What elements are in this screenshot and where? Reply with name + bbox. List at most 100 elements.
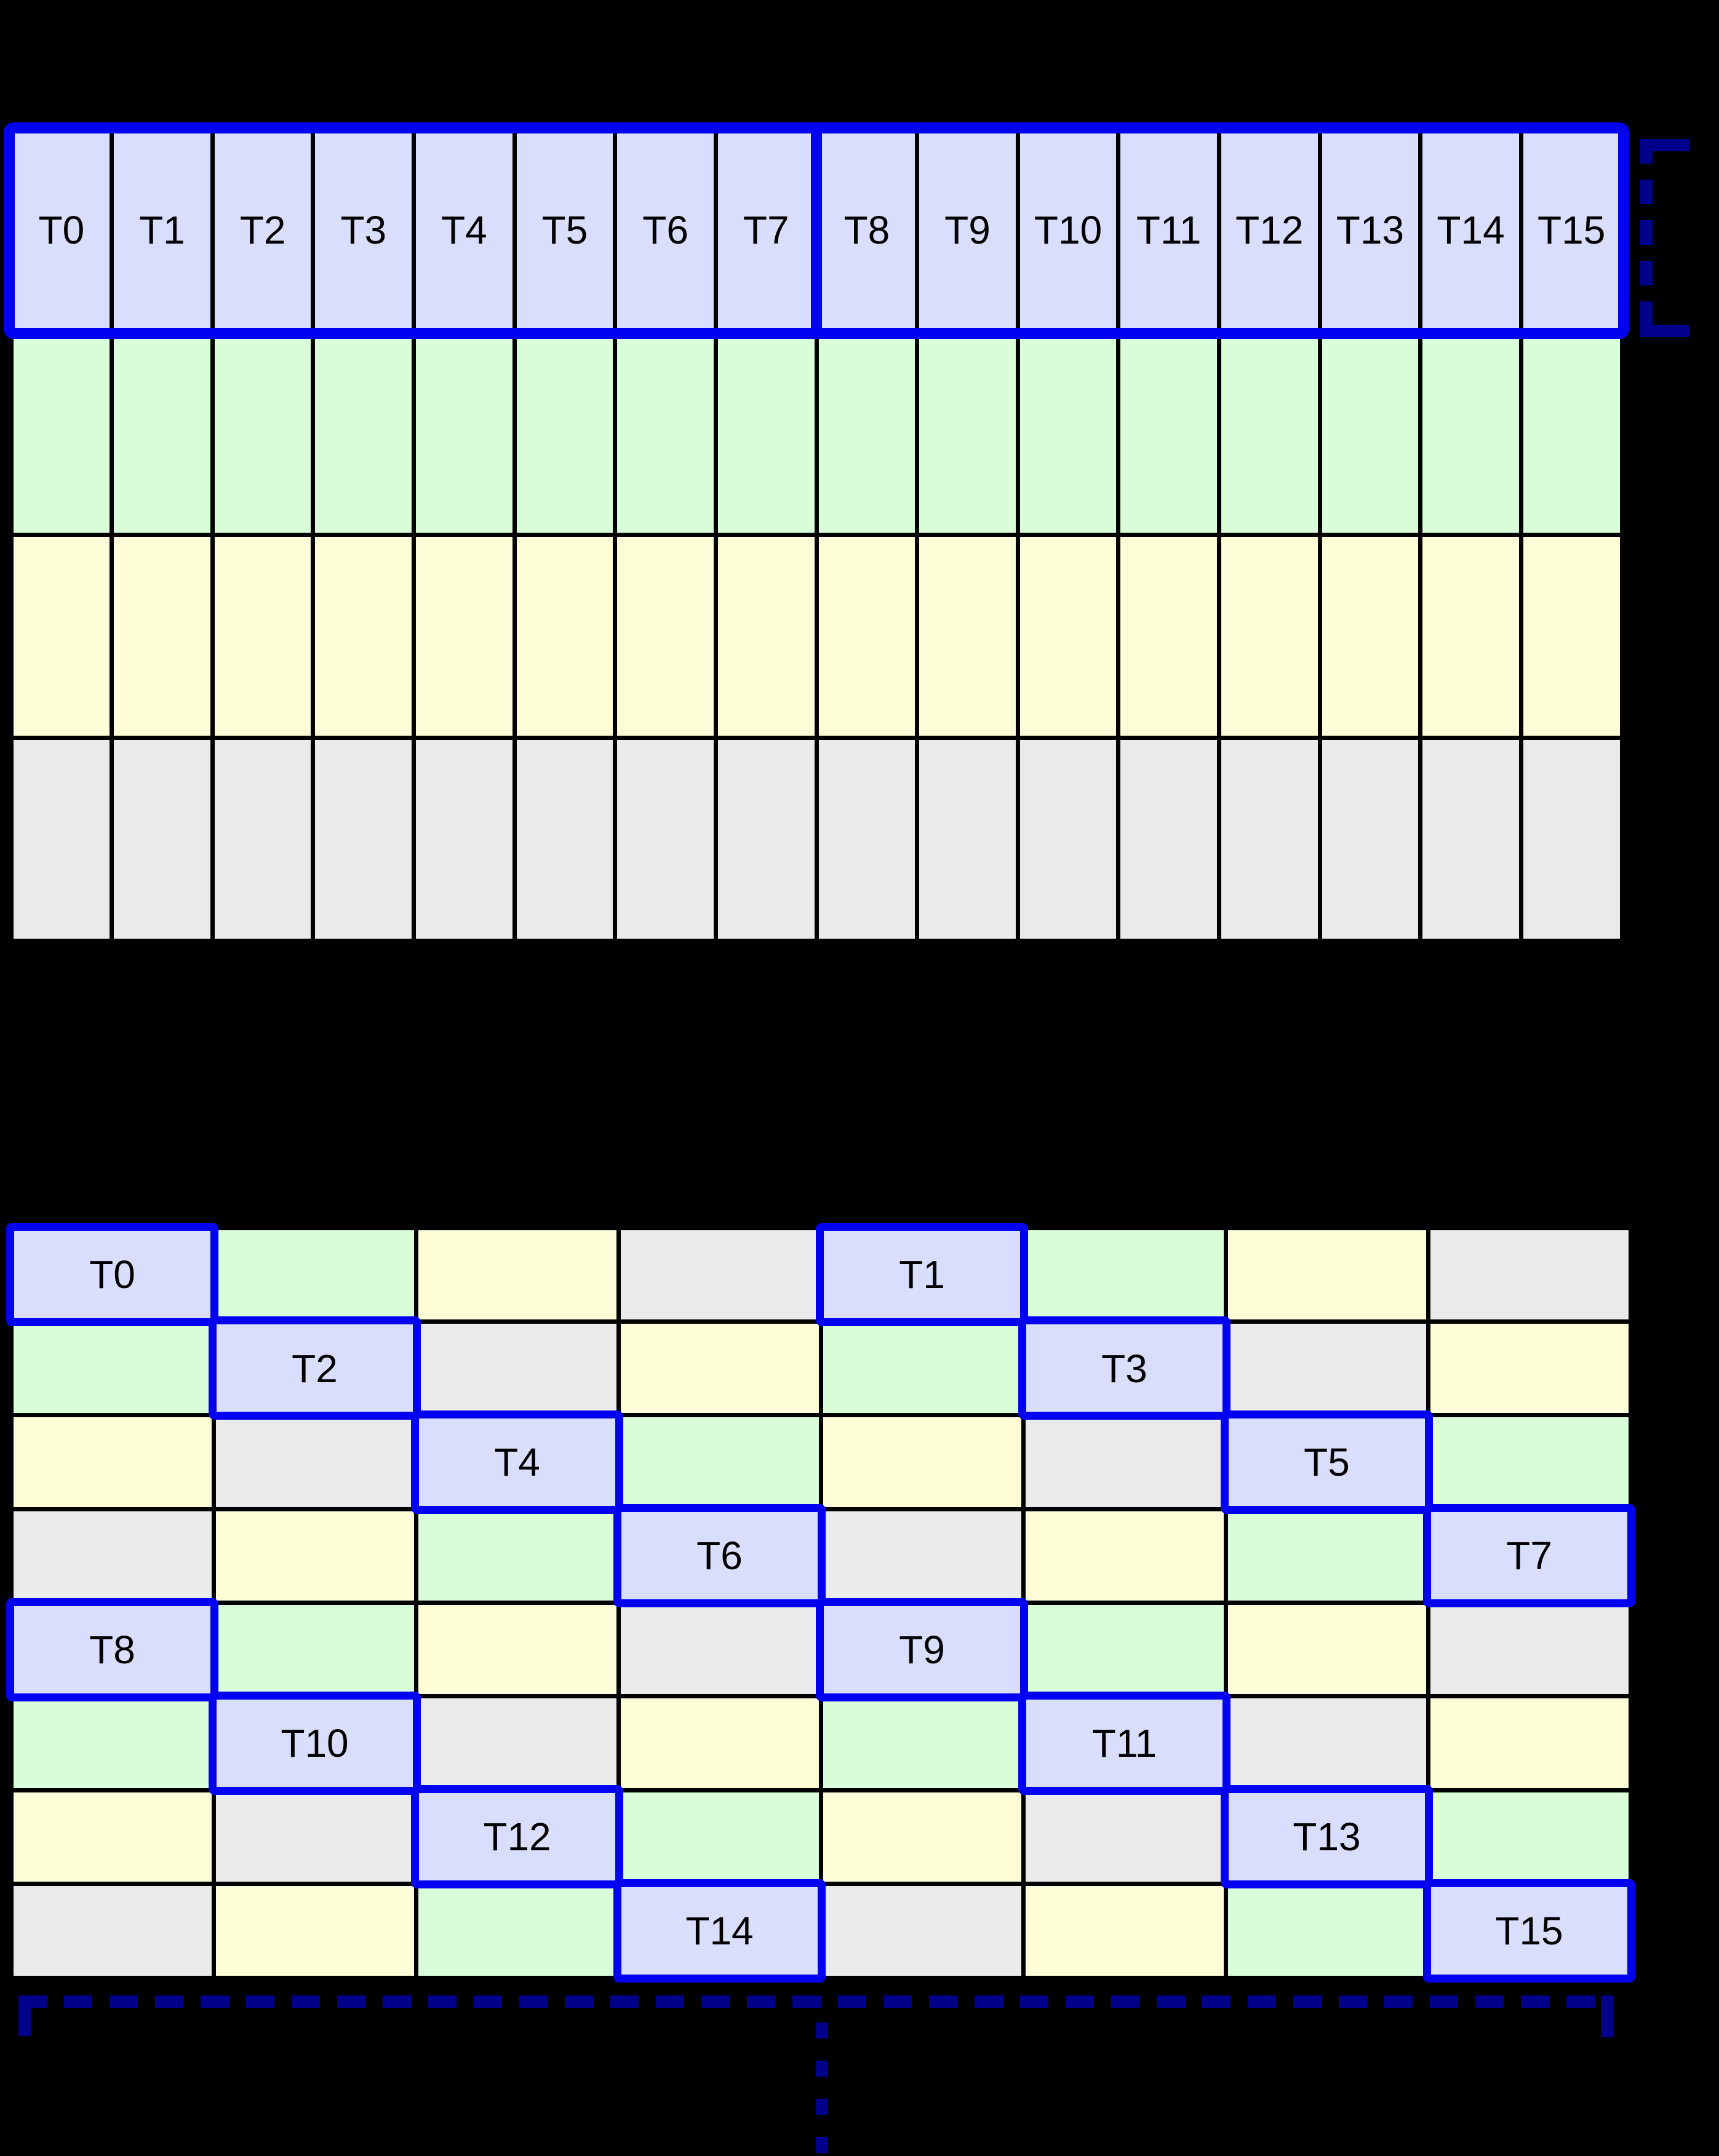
strided-grid-thread-cell: T7	[1430, 1511, 1629, 1601]
coalesced-grid-cell	[1422, 739, 1519, 939]
coalesced-grid-cell	[717, 739, 815, 939]
thread-label: T2	[239, 208, 286, 252]
strided-grid-cell	[1430, 1698, 1629, 1788]
strided-grid-cell	[418, 1511, 616, 1601]
strided-grid-cell	[13, 1417, 212, 1507]
coalesced-grid-cell	[818, 536, 915, 736]
strided-grid-cell	[620, 1230, 819, 1319]
thread-label: T7	[1506, 1533, 1552, 1578]
strided-grid-cell	[1430, 1605, 1629, 1695]
coalesced-grid-cell	[617, 739, 714, 939]
strided-grid-cell	[418, 1230, 616, 1319]
strided-grid-cell	[620, 1698, 819, 1788]
thread-access-highlight-border	[1423, 1879, 1635, 1983]
strided-grid-cell	[823, 1698, 1021, 1788]
thread-access-highlight-border	[816, 1597, 1028, 1701]
coalesced-grid-cell	[516, 333, 613, 533]
coalesced-grid-thread-cell: T2	[214, 130, 311, 330]
strided-grid-cell	[418, 1323, 616, 1414]
strided-grid-thread-cell: T2	[215, 1323, 414, 1414]
thread-access-highlight-border	[1221, 1410, 1433, 1514]
strided-grid-cell	[1430, 1417, 1629, 1507]
strided-grid-cell	[823, 1511, 1021, 1601]
strided-grid-cell	[13, 1698, 212, 1788]
half-warp-divider	[811, 122, 822, 339]
coalesced-grid-cell	[1019, 536, 1117, 736]
coalesced-grid-cell	[1523, 739, 1620, 939]
coalesced-grid-cell	[416, 739, 513, 939]
coalesced-grid-cell	[818, 739, 915, 939]
strided-grid-cell	[620, 1605, 819, 1695]
strided-grid-thread-cell: T5	[1227, 1417, 1426, 1507]
strided-grid-cell	[215, 1230, 414, 1319]
coalesced-grid-cell	[1322, 333, 1419, 533]
strided-grid-thread-cell: T4	[418, 1417, 616, 1507]
coalesced-grid-thread-cell: T5	[516, 130, 613, 330]
thread-label: T11	[1091, 1721, 1157, 1766]
strided-grid-cell	[620, 1323, 819, 1414]
thread-label: T9	[899, 1627, 945, 1672]
coalesced-grid-cell	[1422, 536, 1519, 736]
strided-grid-thread-cell: T14	[620, 1886, 819, 1976]
strided-grid-cell	[1025, 1417, 1224, 1507]
coalesced-grid-cell	[1221, 333, 1318, 533]
coalesced-grid-cell	[1422, 333, 1519, 533]
thread-access-highlight-border	[209, 1691, 421, 1795]
strided-grid-cell	[620, 1417, 819, 1507]
coalesced-grid-thread-cell: T6	[617, 130, 714, 330]
coalesced-grid-cell	[1120, 536, 1217, 736]
thread-access-highlight-border	[1018, 1691, 1230, 1795]
coalesced-grid-thread-cell: T0	[13, 130, 110, 330]
coalesced-grid-cell	[1523, 333, 1620, 533]
thread-label: T4	[441, 208, 487, 252]
coalesced-grid-cell	[214, 333, 311, 533]
coalesced-grid-cell	[13, 536, 110, 736]
coalesced-grid-thread-cell: T10	[1019, 130, 1117, 330]
thread-access-highlight-border	[613, 1504, 826, 1608]
strided-grid-cell	[1227, 1323, 1426, 1414]
strided-grid-cell	[1025, 1511, 1224, 1601]
coalesced-grid-thread-cell: T13	[1322, 130, 1419, 330]
strided-grid-cell	[1430, 1230, 1629, 1319]
thread-label: T8	[89, 1627, 135, 1672]
thread-label: T2	[292, 1346, 338, 1391]
coalesced-grid-cell	[919, 536, 1016, 736]
coalesced-grid-cell	[315, 536, 412, 736]
strided-grid-cell	[13, 1511, 212, 1601]
thread-label: T15	[1495, 1908, 1563, 1953]
coalesced-grid-cell	[1221, 739, 1318, 939]
strided-grid-cell	[823, 1792, 1021, 1882]
thread-label: T9	[944, 208, 991, 252]
strided-grid-cell	[1227, 1230, 1426, 1319]
strided-grid-thread-cell: T12	[418, 1792, 616, 1882]
thread-label: T0	[89, 1252, 135, 1297]
strided-grid-cell	[13, 1886, 212, 1976]
strided-grid-thread-cell: T11	[1025, 1698, 1224, 1788]
coalesced-grid-thread-cell: T1	[114, 130, 210, 330]
coalesced-grid-cell	[1322, 739, 1419, 939]
strided-grid-cell	[13, 1792, 212, 1882]
thread-access-highlight-border	[209, 1316, 421, 1420]
coalesced-grid-thread-cell: T11	[1120, 130, 1217, 330]
thread-access-highlight-border	[613, 1879, 826, 1983]
coalesced-grid-cell	[1120, 739, 1217, 939]
thread-access-highlight-border	[6, 1597, 218, 1701]
thread-label: T5	[1304, 1439, 1350, 1484]
strided-grid-thread-cell: T13	[1227, 1792, 1426, 1882]
strided-grid-cell	[1025, 1886, 1224, 1976]
thread-label: T7	[743, 208, 789, 252]
coalesced-grid-cell	[416, 536, 513, 736]
strided-grid-cell	[1227, 1605, 1426, 1695]
coalesced-grid-cell	[214, 536, 311, 736]
coalesced-grid-cell	[919, 333, 1016, 533]
coalesced-grid-cell	[416, 333, 513, 533]
thread-access-highlight-border	[1018, 1316, 1230, 1420]
thread-access-highlight-border	[411, 1785, 623, 1889]
coalesced-grid-cell	[717, 333, 815, 533]
strided-grid-thread-cell: T6	[620, 1511, 819, 1601]
coalesced-grid-cell	[717, 536, 815, 736]
memory-span-bracket-left-tick	[18, 1995, 31, 2036]
thread-label: T3	[340, 208, 387, 252]
thread-label: T6	[642, 208, 688, 252]
